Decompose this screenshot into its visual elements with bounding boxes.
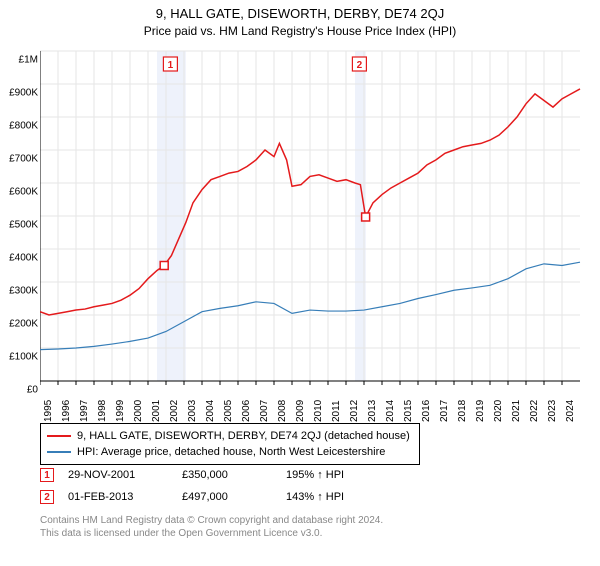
sale-marker-icon: 2 bbox=[40, 490, 54, 504]
x-tick-label: 2011 bbox=[331, 400, 342, 422]
y-tick-label: £0 bbox=[27, 385, 38, 396]
x-tick-label: 1999 bbox=[115, 400, 126, 422]
sale-price: £497,000 bbox=[182, 491, 272, 503]
sale-date: 01-FEB-2013 bbox=[68, 491, 168, 503]
y-tick-label: £500K bbox=[9, 220, 38, 231]
x-tick-label: 2008 bbox=[277, 400, 288, 422]
x-tick-label: 2007 bbox=[259, 400, 270, 422]
y-tick-label: £100K bbox=[9, 352, 38, 363]
footer-line: This data is licensed under the Open Gov… bbox=[40, 527, 383, 540]
x-tick-label: 2021 bbox=[511, 400, 522, 422]
chart-svg: 12 bbox=[40, 43, 600, 403]
legend-label: HPI: Average price, detached house, Nort… bbox=[77, 444, 385, 460]
x-tick-label: 2024 bbox=[565, 400, 576, 422]
x-tick-label: 2010 bbox=[313, 400, 324, 422]
y-tick-label: £1M bbox=[19, 55, 38, 66]
legend-swatch bbox=[47, 435, 71, 437]
sale-price: £350,000 bbox=[182, 469, 272, 481]
x-tick-label: 2015 bbox=[403, 400, 414, 422]
legend-label: 9, HALL GATE, DISEWORTH, DERBY, DE74 2QJ… bbox=[77, 428, 410, 444]
x-tick-label: 2018 bbox=[457, 400, 468, 422]
y-tick-label: £200K bbox=[9, 319, 38, 330]
sale-row: 1 29-NOV-2001 £350,000 195% ↑ HPI bbox=[40, 464, 376, 486]
x-tick-label: 2003 bbox=[187, 400, 198, 422]
legend-row: HPI: Average price, detached house, Nort… bbox=[47, 444, 413, 460]
x-tick-label: 1998 bbox=[97, 400, 108, 422]
chart-container: { "title": "9, HALL GATE, DISEWORTH, DER… bbox=[0, 6, 600, 566]
x-tick-label: 2000 bbox=[133, 400, 144, 422]
x-tick-label: 2020 bbox=[493, 400, 504, 422]
svg-text:1: 1 bbox=[168, 60, 174, 71]
sale-hpi: 143% ↑ HPI bbox=[286, 491, 376, 503]
x-tick-label: 2004 bbox=[205, 400, 216, 422]
x-tick-label: 2019 bbox=[475, 400, 486, 422]
x-tick-label: 2002 bbox=[169, 400, 180, 422]
x-tick-label: 2006 bbox=[241, 400, 252, 422]
x-tick-label: 2013 bbox=[367, 400, 378, 422]
chart-title: 9, HALL GATE, DISEWORTH, DERBY, DE74 2QJ bbox=[0, 6, 600, 21]
y-tick-label: £600K bbox=[9, 187, 38, 198]
sale-hpi: 195% ↑ HPI bbox=[286, 469, 376, 481]
footer-line: Contains HM Land Registry data © Crown c… bbox=[40, 514, 383, 527]
y-tick-label: £800K bbox=[9, 121, 38, 132]
sale-date: 29-NOV-2001 bbox=[68, 469, 168, 481]
sale-marker-icon: 1 bbox=[40, 468, 54, 482]
plot-area: 12 bbox=[40, 43, 600, 403]
x-tick-label: 2005 bbox=[223, 400, 234, 422]
svg-text:2: 2 bbox=[357, 60, 363, 71]
x-tick-label: 2009 bbox=[295, 400, 306, 422]
sale-row: 2 01-FEB-2013 £497,000 143% ↑ HPI bbox=[40, 486, 376, 508]
x-tick-label: 2014 bbox=[385, 400, 396, 422]
y-tick-label: £900K bbox=[9, 88, 38, 99]
x-tick-label: 2023 bbox=[547, 400, 558, 422]
sales-table: 1 29-NOV-2001 £350,000 195% ↑ HPI 2 01-F… bbox=[40, 464, 376, 508]
chart-subtitle: Price paid vs. HM Land Registry's House … bbox=[0, 24, 600, 38]
legend-row: 9, HALL GATE, DISEWORTH, DERBY, DE74 2QJ… bbox=[47, 428, 413, 444]
footer-attribution: Contains HM Land Registry data © Crown c… bbox=[40, 514, 383, 540]
x-tick-label: 1996 bbox=[61, 400, 72, 422]
x-tick-label: 2016 bbox=[421, 400, 432, 422]
y-tick-label: £700K bbox=[9, 154, 38, 165]
y-tick-label: £300K bbox=[9, 286, 38, 297]
x-tick-label: 1995 bbox=[43, 400, 54, 422]
legend: 9, HALL GATE, DISEWORTH, DERBY, DE74 2QJ… bbox=[40, 423, 420, 465]
legend-swatch bbox=[47, 451, 71, 453]
x-tick-label: 2012 bbox=[349, 400, 360, 422]
y-tick-label: £400K bbox=[9, 253, 38, 264]
x-tick-label: 2017 bbox=[439, 400, 450, 422]
x-tick-label: 2022 bbox=[529, 400, 540, 422]
x-tick-label: 1997 bbox=[79, 400, 90, 422]
x-tick-label: 2001 bbox=[151, 400, 162, 422]
